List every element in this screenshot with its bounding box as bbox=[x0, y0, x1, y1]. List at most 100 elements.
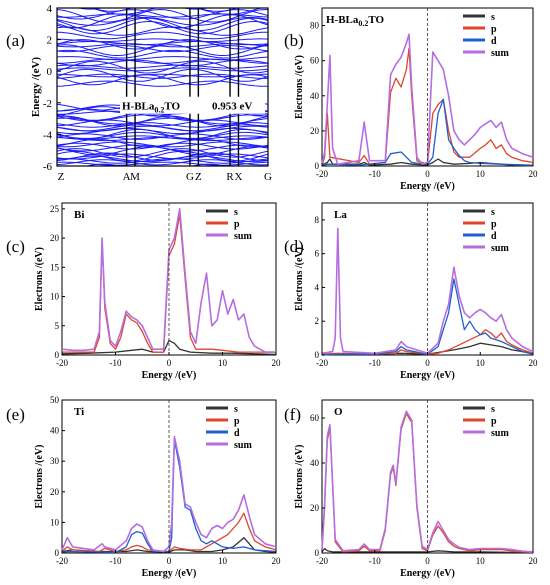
y-tick-label: 20 bbox=[50, 487, 60, 497]
panel-label-b: (b) bbox=[284, 31, 304, 50]
panel-label-f: (f) bbox=[284, 405, 301, 424]
dos-panel-total: -20 -10 0 10 20 0 20 40 60 80 Energy /(eV) Electron… bbox=[294, 7, 539, 192]
y-tick-label: 40 bbox=[310, 91, 320, 101]
y-tick-label: 80 bbox=[310, 21, 320, 31]
y-tick-label: 4 bbox=[47, 3, 53, 15]
y-tick-label: 20 bbox=[50, 233, 60, 243]
y-tick-label: 4 bbox=[315, 282, 320, 292]
legend-label-sum: sum bbox=[491, 48, 509, 59]
y-tick-label: 0 bbox=[55, 350, 60, 360]
band-line-40 bbox=[56, 67, 269, 72]
band-line-37 bbox=[56, 73, 269, 79]
y-axis-label: Electrons /(eV) bbox=[294, 445, 305, 509]
x-tick-label: -20 bbox=[56, 556, 68, 566]
x-axis-label: Energy /(eV) bbox=[142, 370, 197, 381]
band-line-19 bbox=[56, 138, 269, 148]
band-line-50 bbox=[56, 41, 269, 46]
band-line-15 bbox=[56, 131, 269, 139]
band-line-46 bbox=[56, 44, 269, 56]
band-line-30 bbox=[56, 159, 269, 166]
y-axis-label: Energy /(eV) bbox=[30, 57, 42, 118]
legend-label-s: s bbox=[491, 12, 495, 23]
band-line-58 bbox=[56, 8, 269, 23]
y-tick-label: 50 bbox=[50, 395, 60, 405]
x-axis-label: Energy /(eV) bbox=[142, 568, 197, 579]
x-tick-label: 20 bbox=[272, 358, 282, 368]
plot-title: Ti bbox=[74, 406, 84, 418]
x-tick-label: 10 bbox=[218, 358, 228, 368]
y-tick-label: 2 bbox=[315, 316, 320, 326]
y-tick-label: 8 bbox=[315, 215, 320, 225]
band-line-24 bbox=[56, 148, 269, 158]
y-tick-label: 10 bbox=[50, 517, 60, 527]
series-line-sum bbox=[321, 410, 534, 553]
band-line-38 bbox=[57, 73, 268, 78]
kpoint-label: Z bbox=[195, 171, 202, 183]
legend-label-sum: sum bbox=[491, 428, 509, 439]
band-line-10 bbox=[56, 122, 269, 128]
band-line-44 bbox=[56, 56, 269, 61]
x-tick-label: 10 bbox=[218, 556, 228, 566]
x-tick-label: 20 bbox=[529, 169, 539, 179]
legend-label-d: d bbox=[491, 36, 497, 47]
band-line-55 bbox=[56, 17, 269, 31]
y-axis-label: Electrons /(eV) bbox=[34, 445, 45, 509]
panel-label-e: (e) bbox=[6, 405, 25, 424]
dos-panel-bi: -20 -10 0 10 20 0 5 10 15 20 25 Energy /(eV) Electro… bbox=[34, 202, 282, 381]
legend-label-s: s bbox=[234, 404, 238, 415]
series-line-d bbox=[321, 98, 534, 167]
series-line-p bbox=[321, 329, 534, 355]
band-line-52 bbox=[56, 31, 268, 40]
y-tick-label: 20 bbox=[310, 503, 320, 513]
x-axis-label: Energy /(eV) bbox=[400, 370, 455, 381]
annotation-backdrop bbox=[120, 96, 265, 114]
band-line-25 bbox=[56, 150, 269, 162]
band-line-35 bbox=[56, 74, 269, 86]
y-tick-label: 0 bbox=[315, 161, 320, 171]
legend-label-p: p bbox=[491, 24, 497, 35]
x-tick-label: 10 bbox=[476, 358, 486, 368]
x-tick-label: -20 bbox=[316, 169, 328, 179]
band-line-31 bbox=[57, 161, 269, 166]
series-line-sum bbox=[61, 208, 276, 353]
kpoint-label: A bbox=[123, 171, 131, 183]
y-tick-label: 0 bbox=[55, 548, 60, 558]
x-tick-label: 0 bbox=[167, 556, 172, 566]
x-tick-label: 20 bbox=[272, 556, 282, 566]
kpoint-label: G bbox=[186, 171, 194, 183]
band-line-34 bbox=[56, 80, 268, 87]
plot-title: La bbox=[334, 209, 347, 221]
y-tick-label: 15 bbox=[50, 262, 60, 272]
kpoint-label: M bbox=[130, 171, 140, 183]
x-tick-label: 20 bbox=[529, 556, 539, 566]
panel-label-d: (d) bbox=[284, 237, 304, 256]
y-axis-label: Electrons /(eV) bbox=[34, 247, 45, 311]
legend-label-s: s bbox=[491, 207, 495, 218]
series-line-p bbox=[61, 512, 277, 553]
y-tick-label: 0 bbox=[315, 548, 320, 558]
series-line-sum bbox=[321, 227, 534, 355]
band-line-56 bbox=[56, 14, 269, 29]
x-tick-label: 0 bbox=[425, 358, 430, 368]
plot-title: H-BLa0.2TO bbox=[326, 14, 385, 28]
band-gap-annotation: 0.953 eV bbox=[212, 101, 252, 113]
y-tick-label: 0 bbox=[315, 350, 320, 360]
y-tick-label: -2 bbox=[43, 98, 52, 110]
y-tick-label: -6 bbox=[43, 161, 53, 173]
y-tick-label: 2 bbox=[47, 35, 53, 47]
y-tick-label: 30 bbox=[50, 456, 60, 466]
x-tick-label: 0 bbox=[425, 169, 430, 179]
y-tick-label: 25 bbox=[50, 204, 60, 214]
plot-title: Bi bbox=[74, 209, 84, 221]
band-line-57 bbox=[56, 16, 269, 26]
band-line-5 bbox=[56, 112, 269, 121]
kpoint-label: Z bbox=[58, 171, 65, 183]
legend-label-p: p bbox=[234, 416, 240, 427]
legend-label-sum: sum bbox=[234, 440, 252, 451]
legend-label-d: d bbox=[491, 231, 497, 242]
band-frame bbox=[56, 7, 269, 167]
y-tick-label: 40 bbox=[50, 426, 60, 436]
y-tick-label: -4 bbox=[43, 129, 53, 141]
y-tick-label: 40 bbox=[310, 458, 320, 468]
